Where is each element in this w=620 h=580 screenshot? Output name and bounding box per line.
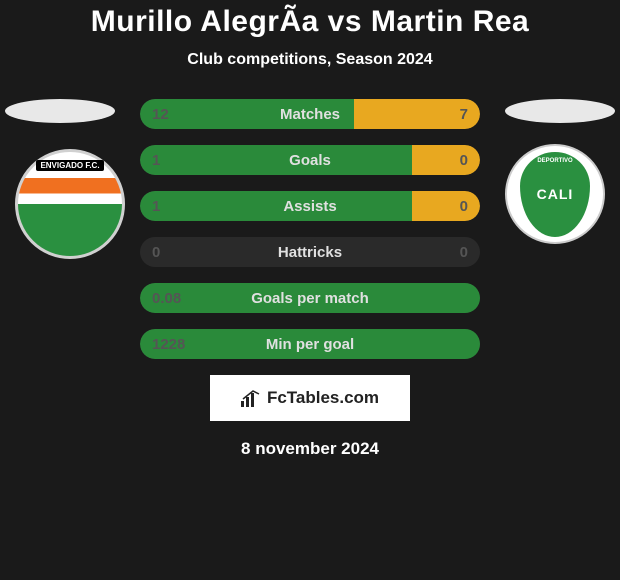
site-logo-label: FcTables.com	[267, 388, 379, 408]
page-title: Murillo AlegrÃ­a vs Martin Rea	[0, 5, 620, 39]
stat-label: Goals	[140, 152, 480, 169]
stat-value-right: 0	[460, 198, 468, 215]
stat-value-right: 7	[460, 106, 468, 123]
stats-list: 12Matches71Goals01Assists00Hattricks00.0…	[140, 99, 480, 359]
team-badge-right: DEPORTIVO CALI	[505, 144, 605, 244]
team-badge-right-shield: DEPORTIVO CALI	[520, 152, 590, 237]
stat-label: Assists	[140, 198, 480, 215]
shadow-right	[505, 99, 615, 123]
stat-value-right: 0	[460, 152, 468, 169]
stat-row: 0Hattricks0	[140, 237, 480, 267]
shadow-left	[5, 99, 115, 123]
stat-row: 1Goals0	[140, 145, 480, 175]
team-badge-left-text: ENVIGADO F.C.	[36, 160, 103, 171]
stat-label: Matches	[140, 106, 480, 123]
team-badge-left: ENVIGADO F.C.	[15, 149, 125, 259]
stat-label: Hattricks	[140, 244, 480, 261]
stat-label: Goals per match	[140, 290, 480, 307]
stat-row: 1228Min per goal	[140, 329, 480, 359]
stat-row: 0.08Goals per match	[140, 283, 480, 313]
stat-row: 12Matches7	[140, 99, 480, 129]
stat-row: 1Assists0	[140, 191, 480, 221]
team-badge-right-main: CALI	[537, 186, 574, 202]
comparison-card: Murillo AlegrÃ­a vs Martin Rea Club comp…	[0, 0, 620, 459]
stat-value-right: 0	[460, 244, 468, 261]
stat-label: Min per goal	[140, 336, 480, 353]
site-logo-text: FcTables.com	[241, 388, 379, 408]
team-badge-right-top: DEPORTIVO	[537, 158, 572, 164]
chart-icon	[241, 389, 263, 407]
subtitle: Club competitions, Season 2024	[0, 51, 620, 69]
main-area: ENVIGADO F.C. DEPORTIVO CALI 12Matches7 1…	[0, 99, 620, 459]
site-logo[interactable]: FcTables.com	[210, 375, 410, 421]
date-label: 8 november 2024	[0, 439, 620, 459]
